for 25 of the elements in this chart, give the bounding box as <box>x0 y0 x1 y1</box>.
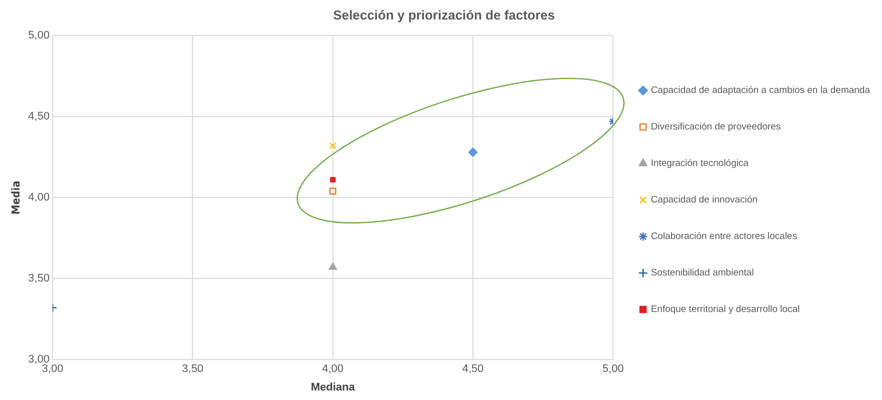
legend-label: Colaboración entre actores locales <box>650 231 798 242</box>
point <box>329 142 336 150</box>
y-tick-label: 5,00 <box>28 30 50 42</box>
point <box>329 188 336 195</box>
point <box>330 177 336 183</box>
x-tick-label: 3,00 <box>42 363 64 376</box>
x-axis-title: Mediana <box>310 381 356 394</box>
legend-label: Capacidad de adaptación a cambios en la demanda <box>650 85 871 96</box>
legend-label: Enfoque territorial y desarrollo local <box>650 304 800 316</box>
x-tick-label: 4,50 <box>462 363 484 376</box>
legend-label: Sostenibilidad ambiental <box>650 268 754 279</box>
point <box>468 148 478 157</box>
x-tick-label: 3,50 <box>182 363 204 376</box>
chart-title: Selección y priorización de factores <box>333 7 555 22</box>
x-tick-label: 5,00 <box>602 363 624 376</box>
y-tick-label: 4,00 <box>28 192 50 204</box>
y-tick-label: 3,50 <box>28 272 50 285</box>
y-tick-label: 3,00 <box>28 354 50 366</box>
y-tick-label: 4,50 <box>28 110 50 123</box>
legend-label: Capacidad de innovación <box>650 194 758 206</box>
x-tick-label: 4,00 <box>322 363 344 376</box>
point <box>328 262 337 270</box>
legend-label: Diversificación de proveedores <box>650 122 781 133</box>
y-axis-title: Media <box>9 180 22 214</box>
legend-label: Integración tecnológica <box>650 158 750 170</box>
